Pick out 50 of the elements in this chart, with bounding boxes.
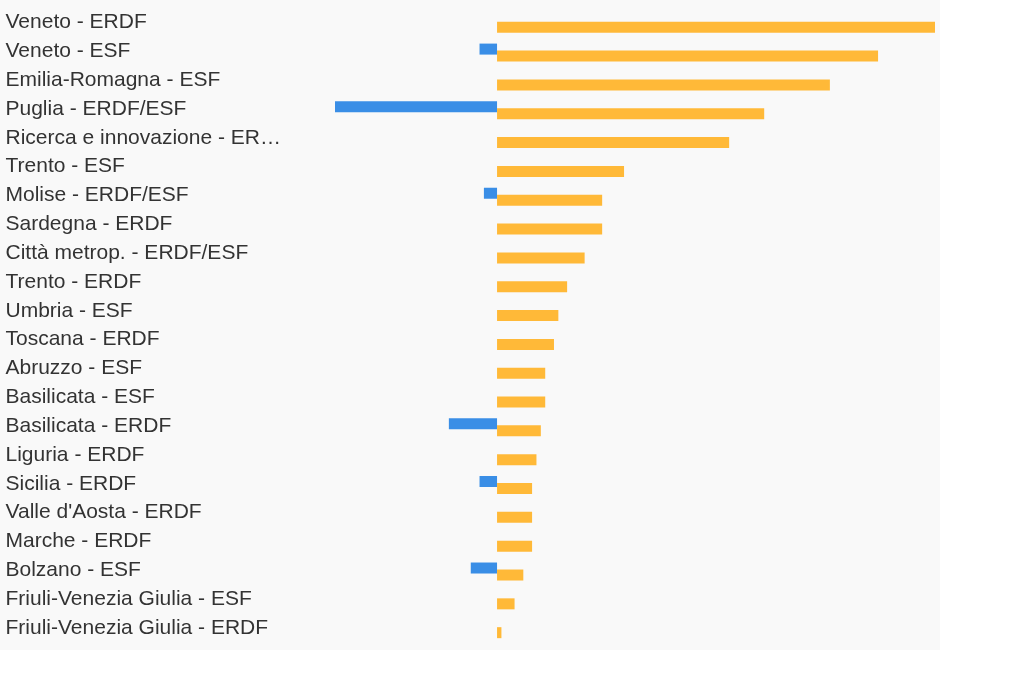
bar	[497, 79, 830, 91]
bar	[497, 338, 554, 350]
bar	[497, 396, 546, 408]
bar	[497, 569, 524, 581]
bar	[497, 194, 603, 206]
bar	[497, 252, 585, 264]
bar	[497, 50, 879, 62]
bar	[335, 101, 498, 113]
bar	[483, 187, 498, 199]
bar	[497, 367, 546, 379]
y-tick-label: Marche - ERDF	[5, 528, 152, 552]
y-tick-label: Toscana - ERDF	[5, 326, 160, 350]
y-tick-label: Emilia-Romagna - ESF	[5, 66, 221, 90]
bar	[497, 281, 568, 293]
bar	[497, 627, 502, 639]
y-tick-label: Veneto - ERDF	[5, 9, 147, 33]
y-tick-label: Sicilia - ERDF	[5, 470, 137, 494]
y-tick-label: Friuli-Venezia Giulia - ESF	[5, 585, 252, 609]
y-tick-label: Valle d'Aosta - ERDF	[5, 499, 202, 523]
y-tick-label: Città metrop. - ERDF/ESF	[5, 239, 249, 263]
bar	[470, 562, 498, 574]
y-tick-label: Liguria - ERDF	[5, 441, 145, 465]
bar	[497, 137, 730, 149]
bar	[448, 418, 498, 430]
y-tick-label: Ricerca e innovazione - ER…	[5, 124, 281, 148]
bar	[497, 598, 515, 610]
bar	[497, 511, 533, 523]
bar	[479, 476, 498, 488]
bar	[497, 425, 541, 437]
y-tick-label: Abruzzo - ESF	[5, 355, 143, 379]
y-tick-label: Puglia - ERDF/ESF	[5, 95, 187, 119]
y-tick-label: Bolzano - ESF	[5, 557, 141, 581]
bar	[497, 223, 603, 235]
bar	[497, 454, 537, 466]
y-tick-label: Basilicata - ERDF	[5, 412, 172, 436]
y-tick-label: Trento - ERDF	[5, 268, 142, 292]
y-tick-label: Basilicata - ESF	[5, 384, 155, 408]
y-tick-label: Veneto - ESF	[5, 38, 131, 62]
bar	[497, 21, 935, 33]
y-tick-label: Friuli-Venezia Giulia - ERDF	[5, 614, 269, 638]
y-tick-label: Umbria - ESF	[5, 297, 133, 321]
bar	[497, 310, 559, 322]
bar	[497, 108, 765, 120]
bar	[479, 43, 498, 55]
y-tick-label: Trento - ESF	[5, 153, 125, 177]
bar	[497, 540, 533, 552]
bar	[497, 165, 625, 177]
y-tick-label: Sardegna - ERDF	[5, 211, 173, 235]
bar	[497, 483, 533, 495]
y-tick-label: Molise - ERDF/ESF	[5, 182, 189, 206]
